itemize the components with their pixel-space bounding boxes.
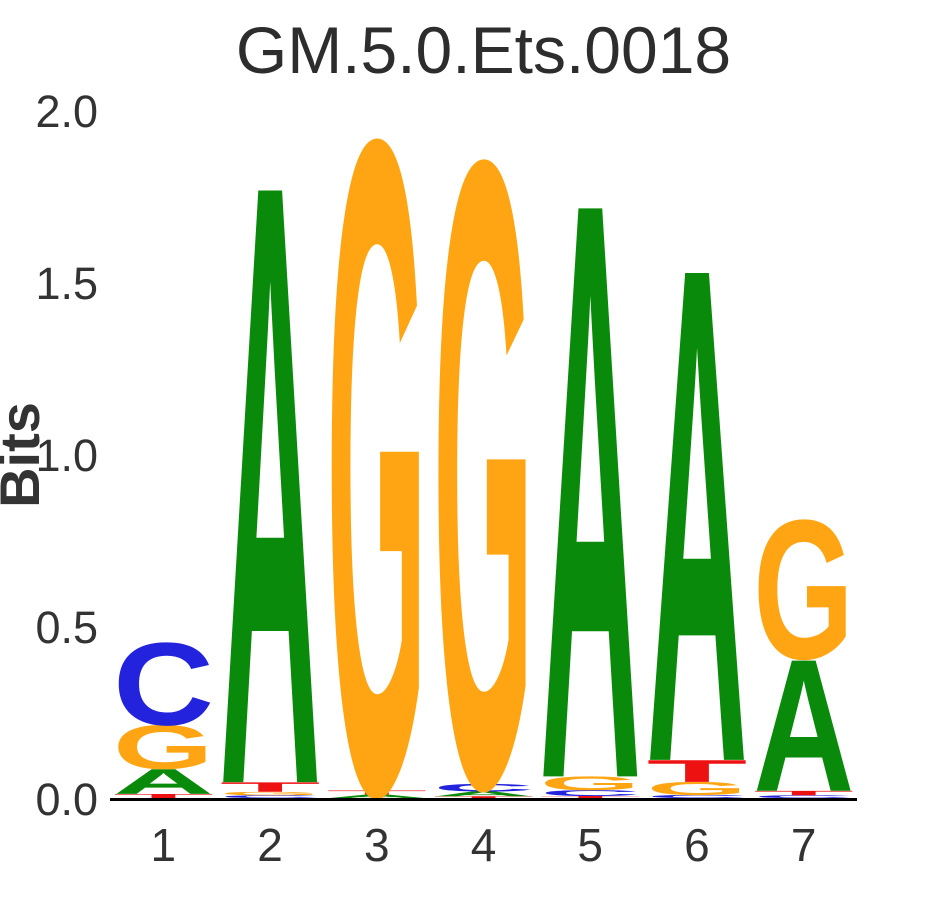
logo-letter-T-pos7: T <box>753 789 854 796</box>
logo-letter-C-pos1: C <box>113 619 214 750</box>
x-tick-label: 6 <box>684 819 710 871</box>
y-tick-label: 1.0 <box>35 430 98 481</box>
logo-letter-A-pos6: A <box>647 120 748 900</box>
logo-letter-A-pos5: A <box>540 30 641 900</box>
chart-title: GM.5.0.Ets.0018 <box>235 13 732 87</box>
logo-letter-A-pos7: A <box>753 620 854 832</box>
logo-letter-G-pos2: G <box>220 791 320 796</box>
logo-letter-T-pos2: T <box>220 779 321 794</box>
y-tick-label: 2.0 <box>35 86 98 137</box>
logo-letter-G-pos6: G <box>647 778 747 799</box>
logo-letter-T-pos1: T <box>113 793 214 800</box>
logo-letter-A-pos1: A <box>113 762 214 802</box>
logo-letter-T-pos3: T <box>326 789 427 796</box>
y-tick-label: 0.5 <box>35 602 98 653</box>
x-tick-label: 4 <box>470 819 497 871</box>
logo-letter-G-pos1: G <box>113 712 213 783</box>
logo-letter-C-pos7: C <box>753 794 854 798</box>
logo-letter-G-pos4: G <box>433 0 533 900</box>
x-tick-label: 5 <box>577 819 603 871</box>
x-tick-label: 1 <box>150 819 177 871</box>
y-axis-tick-labels: 0.0 0.5 1.0 1.5 2.0 <box>0 0 100 860</box>
logo-letter-T-pos4: T <box>433 796 534 799</box>
y-tick-label: 1.5 <box>35 258 98 309</box>
logo-letter-C-pos4: C <box>433 782 534 794</box>
logo-letter-A-pos2: A <box>220 3 321 900</box>
logo-letter-A-pos4: A <box>433 790 534 798</box>
logo-letter-C-pos5: C <box>540 788 641 797</box>
x-axis-line <box>110 798 857 801</box>
logo-letter-C-pos6: C <box>647 794 748 799</box>
logo-letter-G-pos7: G <box>753 478 853 701</box>
x-tick-label: 2 <box>257 819 283 871</box>
logo-letter-G-pos3: G <box>326 0 426 900</box>
y-tick-label: 0.0 <box>35 774 98 825</box>
logo-letter-T-pos6: T <box>647 754 748 789</box>
x-tick-label: 7 <box>790 819 817 871</box>
logo-letter-A-pos3: A <box>326 794 427 800</box>
x-tick-label: 3 <box>363 819 390 871</box>
logo-letter-G-pos5: G <box>540 772 640 794</box>
logo-letter-C-pos2: C <box>220 794 321 798</box>
logo-letter-T-pos5: T <box>540 795 641 798</box>
